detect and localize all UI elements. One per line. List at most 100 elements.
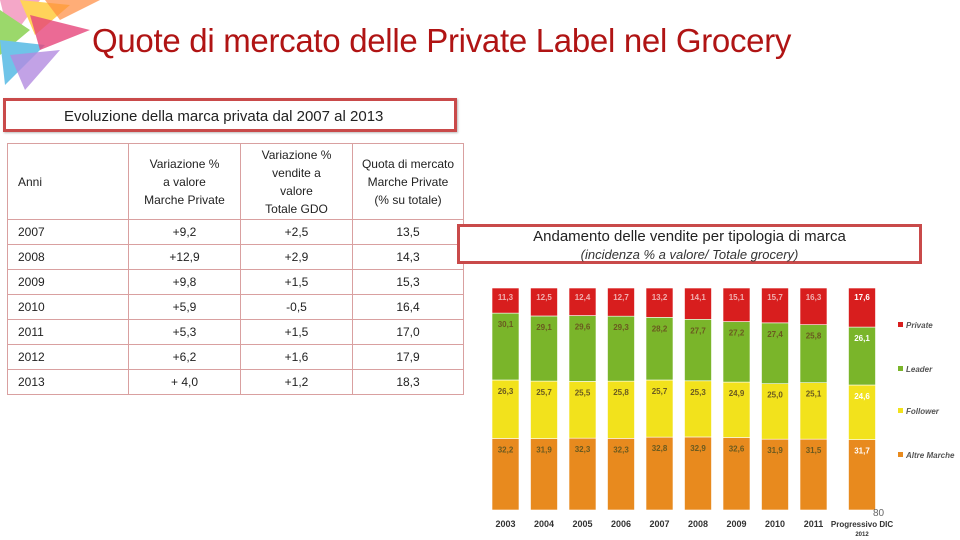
bar-segment [607,287,635,317]
chart-title-box: Andamento delle vendite per tipologia di… [457,224,922,264]
slide-title: Quote di mercato delle Private Label nel… [92,22,792,59]
header-quota-mercato: Quota di mercato Marche Private (% su tota… [352,143,464,220]
table-row: 2012 +6,2 +1,6 17,9 [7,344,464,370]
data-label: 26,1 [854,334,870,343]
table-cell: 15,3 [352,269,464,295]
data-label: 15,7 [767,293,783,302]
table-title-box: Evoluzione della marca privata dal 2007 … [3,98,457,132]
bar-segment [761,287,789,324]
table-body: 2007 +9,2 +2,5 13,5 2008 +12,9 +2,9 14,3 2009 +9,… [7,219,464,395]
data-label: 11,3 [498,293,514,302]
data-label: 32,3 [613,445,629,454]
x-tick-label: 2009 [726,519,746,529]
legend-label: Altre Marche [905,451,955,460]
x-tick-label: 2007 [649,519,669,529]
table-row: 2007 +9,2 +2,5 13,5 [7,219,464,245]
table-cell: 18,3 [352,369,464,395]
data-label: 13,2 [652,293,668,302]
legend-label: Leader [906,365,933,374]
bar-segment [722,381,751,438]
data-label: 32,3 [575,445,591,454]
data-label: 27,4 [767,330,783,339]
table-cell: 2008 [7,244,129,270]
bar-segment [645,436,674,511]
table-cell: +5,9 [128,294,241,320]
bar-segment [684,287,712,320]
data-label: 12,5 [536,293,552,302]
bar-segment [530,380,558,439]
x-tick-label: 2010 [765,519,785,529]
bar-segment [530,287,558,317]
table-cell: -0,5 [240,294,353,320]
table-cell: 2007 [7,219,129,245]
data-label: 26,3 [498,387,514,396]
data-label: 24,6 [854,392,870,401]
data-label: 29,6 [575,323,591,332]
data-label: 25,8 [613,388,629,397]
table-row: 2013 + 4,0 +1,2 18,3 [7,369,464,395]
data-label: 25,3 [690,388,706,397]
data-label: 28,2 [652,324,668,333]
x-tick-label: 2003 [495,519,515,529]
x-tick-label: 2004 [534,519,554,529]
bar-segment [848,439,876,511]
data-label: 14,1 [690,293,706,302]
bar-segment [722,321,751,383]
data-label: 31,9 [536,446,552,455]
legend-label: Private [906,321,933,330]
table-cell: 2011 [7,319,129,345]
bar-segment [799,287,828,325]
table-cell: + 4,0 [128,369,241,395]
bar-segment [645,287,674,318]
decorative-corner-graphic [0,0,100,90]
data-label: 25,1 [806,390,822,399]
table-cell: 16,4 [352,294,464,320]
data-label: 17,6 [854,293,870,302]
header-variazione-valore: Variazione % a valore Marche Private [128,143,241,220]
bar-segment [607,438,635,511]
legend-swatch [898,408,903,413]
private-label-table: Anni Variazione % a valore Marche Private … [7,143,464,395]
table-cell: +1,5 [240,269,353,295]
bar-segment [607,315,635,382]
bar-segment [530,438,558,511]
legend-swatch [898,322,903,327]
header-anni: Anni [7,143,129,220]
bar-segment [761,322,789,384]
data-label: 27,7 [690,326,706,335]
table-row: 2008 +12,9 +2,9 14,3 [7,244,464,270]
x-tick-label: 2005 [572,519,592,529]
data-label: 25,0 [767,391,783,400]
data-label: 15,1 [729,293,745,302]
data-label: 32,9 [690,444,706,453]
data-label: 25,7 [536,388,552,397]
data-label: 32,6 [729,444,745,453]
table-cell: +6,2 [128,344,241,370]
data-label: 31,7 [854,447,870,456]
table-cell: +1,2 [240,369,353,395]
header-variazione-gdo: Variazione % vendite a valore Totale GDO [240,143,353,220]
table-cell: +9,2 [128,219,241,245]
bar-segment [568,315,597,382]
data-label: 29,1 [536,323,552,332]
data-label: 30,1 [498,320,514,329]
table-cell: +1,6 [240,344,353,370]
legend-label: Follower [906,407,940,416]
bar-segment [799,438,828,511]
bar-segment [491,287,520,314]
table-cell: 13,5 [352,219,464,245]
data-label: 16,3 [806,293,822,302]
bar-segment [530,315,558,382]
bar-segment [848,326,876,386]
x-tick-label: 2012 [855,532,869,538]
bar-segment [684,380,712,438]
bar-segment [607,380,635,439]
bar-segment [491,312,520,381]
table-row: 2011 +5,3 +1,5 17,0 [7,319,464,345]
x-tick-label: 2011 [804,519,824,529]
data-label: 25,8 [806,332,822,341]
bar-segment [568,287,597,316]
bar-segment [645,379,674,438]
legend-swatch [898,366,903,371]
bar-segment [799,382,828,440]
